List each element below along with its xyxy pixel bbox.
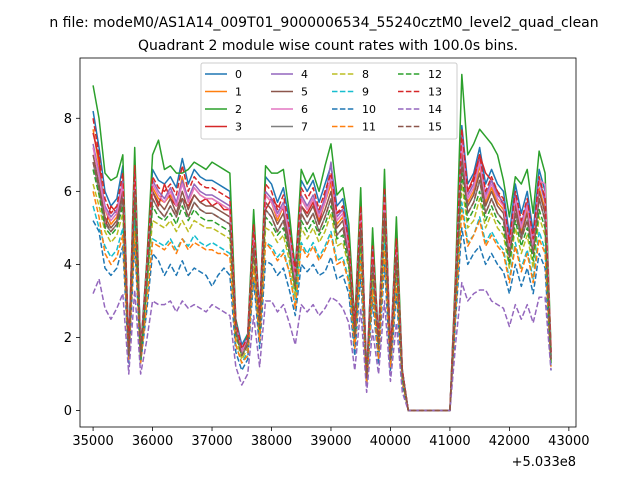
chart-suptitle: n file: modeM0/AS1A14_009T01_9000006534_…: [49, 15, 598, 31]
series-line-9: [92, 201, 552, 412]
legend-label-9: 9: [362, 86, 369, 99]
x-tick-label: 39000: [310, 434, 351, 449]
series-line-15: [92, 161, 552, 412]
legend-label-13: 13: [428, 86, 442, 99]
series-layer: [92, 73, 552, 412]
x-tick-label: 40000: [370, 434, 411, 449]
y-tick-label: 8: [64, 112, 72, 127]
legend-label-7: 7: [301, 121, 308, 134]
series-line-12: [92, 169, 552, 412]
series-line-13: [92, 118, 552, 412]
series-line-6: [92, 139, 552, 412]
legend-box: [200, 62, 458, 140]
series-line-2: [92, 73, 552, 412]
series-line-4: [92, 132, 552, 412]
series-line-5: [92, 154, 552, 412]
legend-label-10: 10: [362, 103, 376, 116]
y-tick-label: 2: [64, 331, 72, 346]
legend-label-1: 1: [235, 86, 242, 99]
x-tick-label: 36000: [132, 434, 173, 449]
series-line-8: [92, 183, 552, 412]
series-line-10: [92, 220, 552, 412]
x-tick-label: 43000: [548, 434, 589, 449]
legend-label-6: 6: [301, 103, 308, 116]
legend-label-3: 3: [235, 121, 242, 134]
x-tick-label: 41000: [429, 434, 470, 449]
x-tick-label: 38000: [251, 434, 292, 449]
x-tick-label: 37000: [191, 434, 232, 449]
y-tick-label: 4: [64, 258, 72, 273]
legend-label-2: 2: [235, 103, 242, 116]
legend-label-15: 15: [428, 121, 442, 134]
x-tick-label: 42000: [489, 434, 530, 449]
x-offset-label: +5.033e8: [512, 455, 576, 470]
y-tick-label: 6: [64, 185, 72, 200]
axes-layer: 35000 36000 37000 38000 39000 40000 41000 42000…: [64, 57, 590, 449]
legend-label-4: 4: [301, 68, 308, 81]
series-line-0: [92, 110, 552, 412]
legend-label-14: 14: [428, 103, 442, 116]
axes-frame: [79, 57, 577, 428]
legend-label-0: 0: [235, 68, 242, 81]
series-line-11: [92, 191, 552, 412]
chart-title: Quadrant 2 module wise count rates with …: [138, 38, 518, 54]
y-tick-label: 0: [64, 404, 72, 419]
legend-label-12: 12: [428, 68, 442, 81]
legend-label-8: 8: [362, 68, 369, 81]
legend-label-11: 11: [362, 121, 376, 134]
legend-label-5: 5: [301, 86, 308, 99]
series-line-14: [92, 278, 552, 412]
x-tick-label: 35000: [72, 434, 113, 449]
